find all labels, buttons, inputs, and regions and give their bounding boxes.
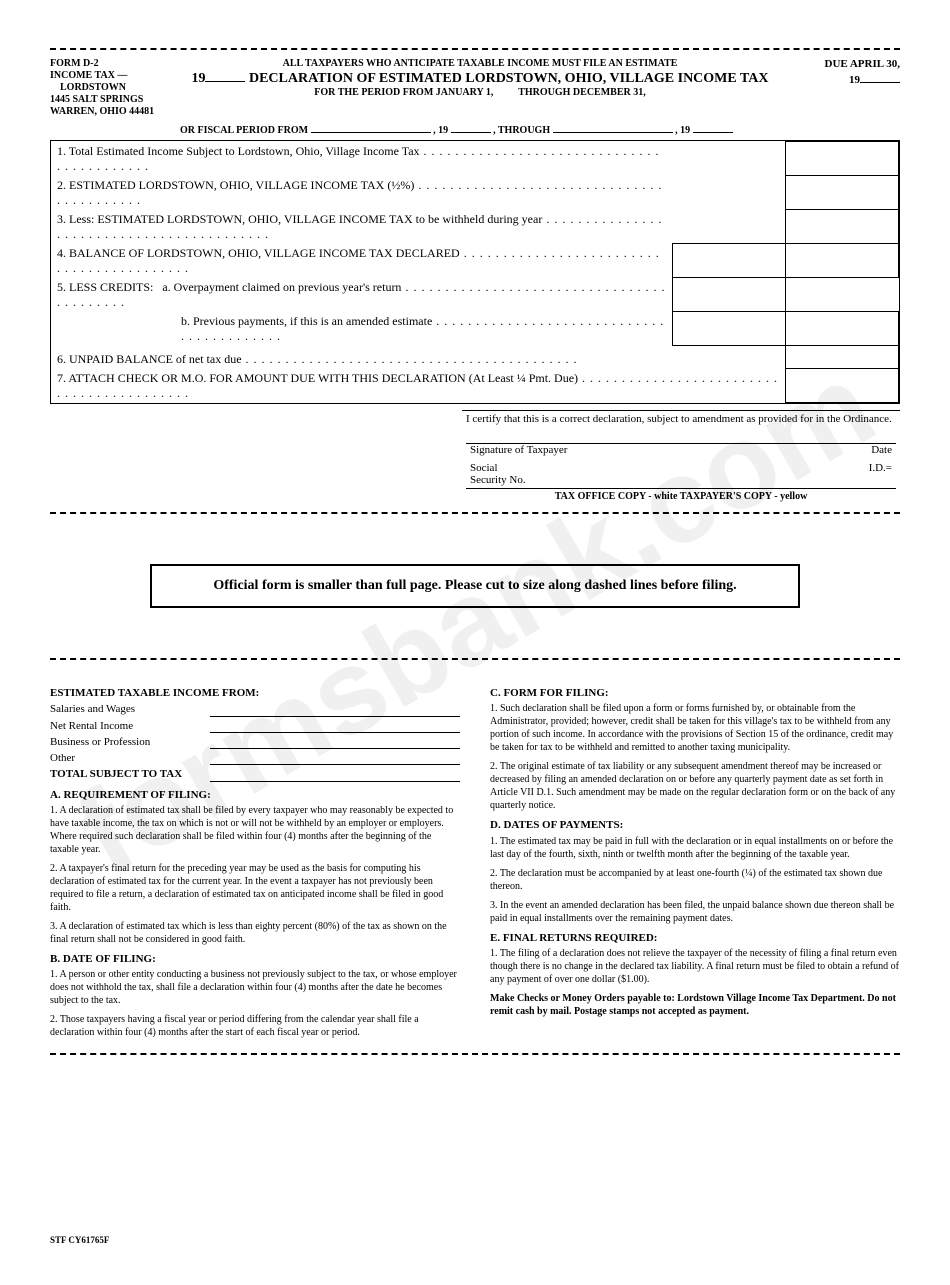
section-e-title: E. FINAL RETURNS REQUIRED: [490,931,900,945]
section-e-1: 1. The filing of a declaration does not … [490,947,900,986]
section-d-title: D. DATES OF PAYMENTS: [490,818,900,832]
est-total: TOTAL SUBJECT TO TAX [50,767,210,781]
est-other-blank[interactable] [210,751,460,765]
line-5: 5. LESS CREDITS: a. Overpayment claimed … [51,278,673,312]
line-5-amount[interactable] [786,312,899,346]
fiscal-year-a[interactable] [451,120,491,133]
form-code: FORM D-2 [50,58,180,70]
est-business-blank[interactable] [210,735,460,749]
year-prefix-2: 19 [849,74,860,86]
ssn-label: Social Security No. [470,462,526,486]
line-1-amount[interactable] [786,142,899,176]
line-2-amount[interactable] [786,176,899,210]
line-5b-mid[interactable] [673,312,786,346]
line-7: 7. ATTACH CHECK OR M.O. FOR AMOUNT DUE W… [51,369,786,403]
line-7-amount[interactable] [786,369,899,403]
section-c-1: 1. Such declaration shall be filed upon … [490,702,900,754]
line-4: 4. BALANCE OF LORDSTOWN, OHIO, VILLAGE I… [51,244,673,278]
dash-top [50,48,900,50]
fiscal-19b: , 19 [675,125,690,136]
section-b-1: 1. A person or other entity conducting a… [50,968,460,1007]
section-c-title: C. FORM FOR FILING: [490,686,900,700]
line-3: 3. Less: ESTIMATED LORDSTOWN, OHIO, VILL… [51,210,673,244]
est-rental: Net Rental Income [50,719,210,733]
est-salaries-blank[interactable] [210,702,460,716]
signature-label: Signature of Taxpayer [470,444,567,456]
estimated-heading: ESTIMATED TAXABLE INCOME FROM: [50,686,460,700]
form-title: DECLARATION OF ESTIMATED LORDSTOWN, OHIO… [249,71,769,86]
section-a-2: 2. A taxpayer's final return for the pre… [50,862,460,914]
line-2: 2. ESTIMATED LORDSTOWN, OHIO, VILLAGE IN… [51,176,673,210]
year-blank-2[interactable] [860,70,900,83]
section-b-2: 2. Those taxpayers having a fiscal year … [50,1013,460,1039]
due-date: DUE APRIL 30, [780,58,900,70]
section-d-1: 1. The estimated tax may be paid in full… [490,835,900,861]
copies-text: TAX OFFICE COPY - white TAXPAYER'S COPY … [466,491,896,502]
section-a-1: 1. A declaration of estimated tax shall … [50,804,460,856]
est-rental-blank[interactable] [210,719,460,733]
make-checks: Make Checks or Money Orders payable to: … [490,992,900,1018]
line-5b: b. Previous payments, if this is an amen… [51,312,673,346]
period-from: FOR THE PERIOD FROM JANUARY 1, [314,87,493,98]
certification-box: I certify that this is a correct declara… [462,410,900,504]
est-salaries: Salaries and Wages [50,702,210,716]
period-through: THROUGH DECEMBER 31, [518,87,646,98]
fiscal-year-b[interactable] [693,120,733,133]
dash-mid-2 [50,658,900,660]
section-c-2: 2. The original estimate of tax liabilit… [490,760,900,812]
notice-text: ALL TAXPAYERS WHO ANTICIPATE TAXABLE INC… [180,58,780,69]
calculation-box: 1. Total Estimated Income Subject to Lor… [50,140,900,404]
city-name: LORDSTOWN [50,82,180,94]
fiscal-to-blank[interactable] [553,120,673,133]
line-5a-mid[interactable] [673,278,786,312]
fiscal-through: , THROUGH [493,125,550,136]
section-a-3: 3. A declaration of estimated tax which … [50,920,460,946]
line-6-amount[interactable] [786,346,899,369]
est-other: Other [50,751,210,765]
section-a-title: A. REQUIREMENT OF FILING: [50,788,460,802]
fiscal-from-blank[interactable] [311,120,431,133]
cert-text: I certify that this is a correct declara… [466,413,896,425]
address-1: 1445 SALT SPRINGS [50,94,180,106]
year-blank-1[interactable] [205,69,245,82]
year-prefix: 19 [191,71,205,86]
form-header: FORM D-2 INCOME TAX — LORDSTOWN 1445 SAL… [50,58,900,118]
instructions-area: ESTIMATED TAXABLE INCOME FROM: Salaries … [50,680,900,1045]
dash-mid-1 [50,512,900,514]
line-3-amount[interactable] [786,210,899,244]
est-business: Business or Profession [50,735,210,749]
section-d-2: 2. The declaration must be accompanied b… [490,867,900,893]
section-d-3: 3. In the event an amended declaration h… [490,899,900,925]
section-b-title: B. DATE OF FILING: [50,952,460,966]
line-1: 1. Total Estimated Income Subject to Lor… [51,142,673,176]
address-2: WARREN, OHIO 44481 [50,106,180,118]
line-6: 6. UNPAID BALANCE of net tax due [51,346,786,369]
cut-notice: Official form is smaller than full page.… [150,564,800,608]
fiscal-19a: , 19 [433,125,448,136]
line-4-mid[interactable] [673,244,786,278]
dash-bottom [50,1053,900,1055]
fiscal-label: OR FISCAL PERIOD FROM [180,125,308,136]
est-total-blank[interactable] [210,767,460,781]
tax-type: INCOME TAX — [50,70,180,82]
line-4-amount[interactable] [786,244,899,278]
date-label: Date [871,444,892,456]
id-label: I.D.= [869,462,892,486]
